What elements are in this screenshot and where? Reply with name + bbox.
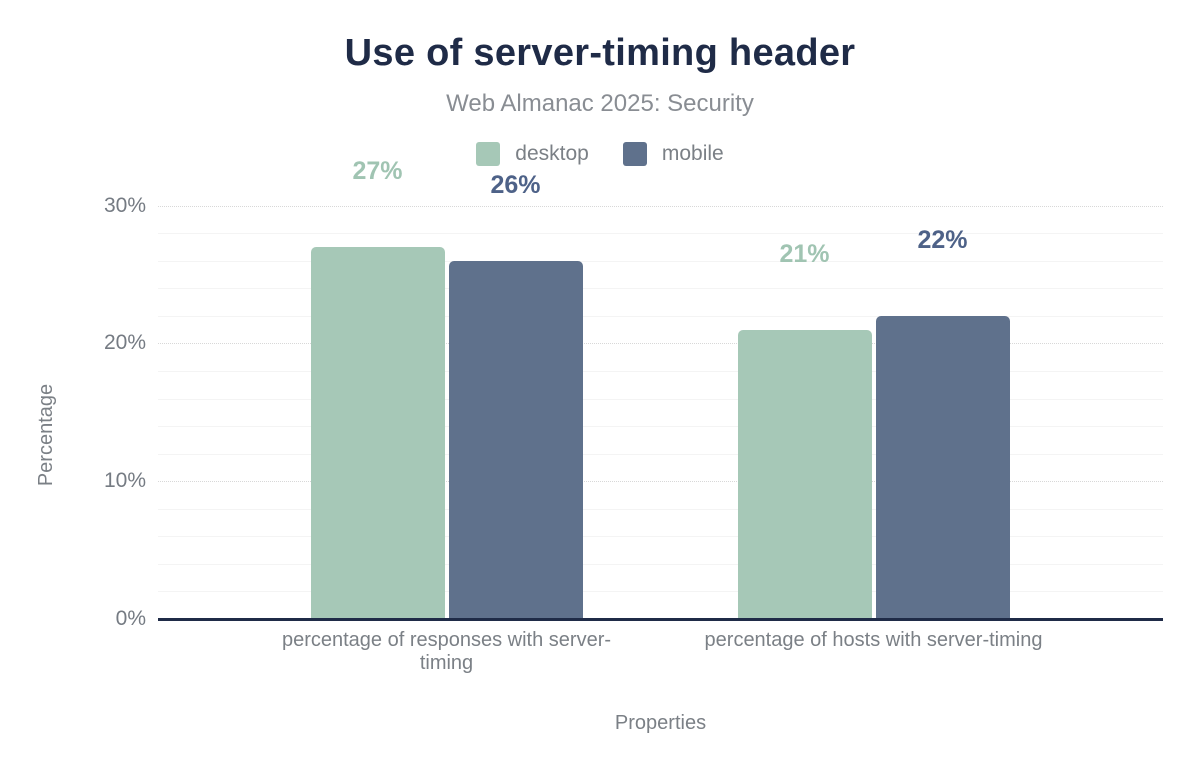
gridline-minor <box>158 536 1163 538</box>
gridline-minor <box>158 260 1163 262</box>
legend-label-desktop: desktop <box>515 142 589 165</box>
bar-desktop-0[interactable] <box>310 247 445 619</box>
legend-label-mobile: mobile <box>661 142 724 165</box>
y-tick-label-10: 10% <box>103 469 146 493</box>
legend-item-desktop[interactable]: desktop <box>476 142 589 166</box>
gridline-minor <box>158 315 1163 317</box>
gridline-minor <box>158 563 1163 565</box>
x-category-label-0: percentage of responses with server-timi… <box>281 629 612 674</box>
gridline-minor <box>158 453 1163 455</box>
gridline-major <box>158 481 1163 483</box>
gridline-minor <box>158 591 1163 593</box>
legend: desktop mobile <box>0 142 1200 166</box>
legend-swatch-mobile <box>622 142 647 166</box>
plot-area: 27% 21% 26% 22% <box>158 157 1163 621</box>
bar-mobile-0[interactable] <box>448 260 583 619</box>
bar-value-label-mobile-1: 22% <box>917 225 968 254</box>
x-category-label-1: percentage of hosts with server-timing <box>704 629 1043 651</box>
gridline-minor <box>158 426 1163 428</box>
gridline-major <box>158 205 1163 207</box>
y-tick-label-30: 30% <box>103 193 146 217</box>
y-tick-label-20: 20% <box>103 331 146 355</box>
gridline-minor <box>158 371 1163 372</box>
chart-title: Use of server-timing header <box>344 32 856 74</box>
bar-value-label-desktop-1: 21% <box>779 239 830 268</box>
gridline-minor <box>158 233 1163 235</box>
x-axis-line <box>158 618 1163 621</box>
legend-item-mobile[interactable]: mobile <box>622 142 724 166</box>
gridline-major <box>158 343 1163 345</box>
bar-value-label-desktop-0: 27% <box>352 157 403 185</box>
legend-swatch-desktop <box>476 142 501 166</box>
gridline-minor <box>158 508 1163 510</box>
bar-mobile-1[interactable] <box>875 315 1010 619</box>
gridline-minor <box>158 288 1163 290</box>
gridline-minor <box>158 398 1163 400</box>
chart-subtitle: Web Almanac 2025: Security <box>446 90 754 117</box>
x-axis-title: Properties <box>614 712 707 734</box>
y-tick-label-0: 0% <box>115 607 146 630</box>
bar-value-label-mobile-0: 26% <box>490 170 541 199</box>
bar-desktop-1[interactable] <box>737 329 872 619</box>
